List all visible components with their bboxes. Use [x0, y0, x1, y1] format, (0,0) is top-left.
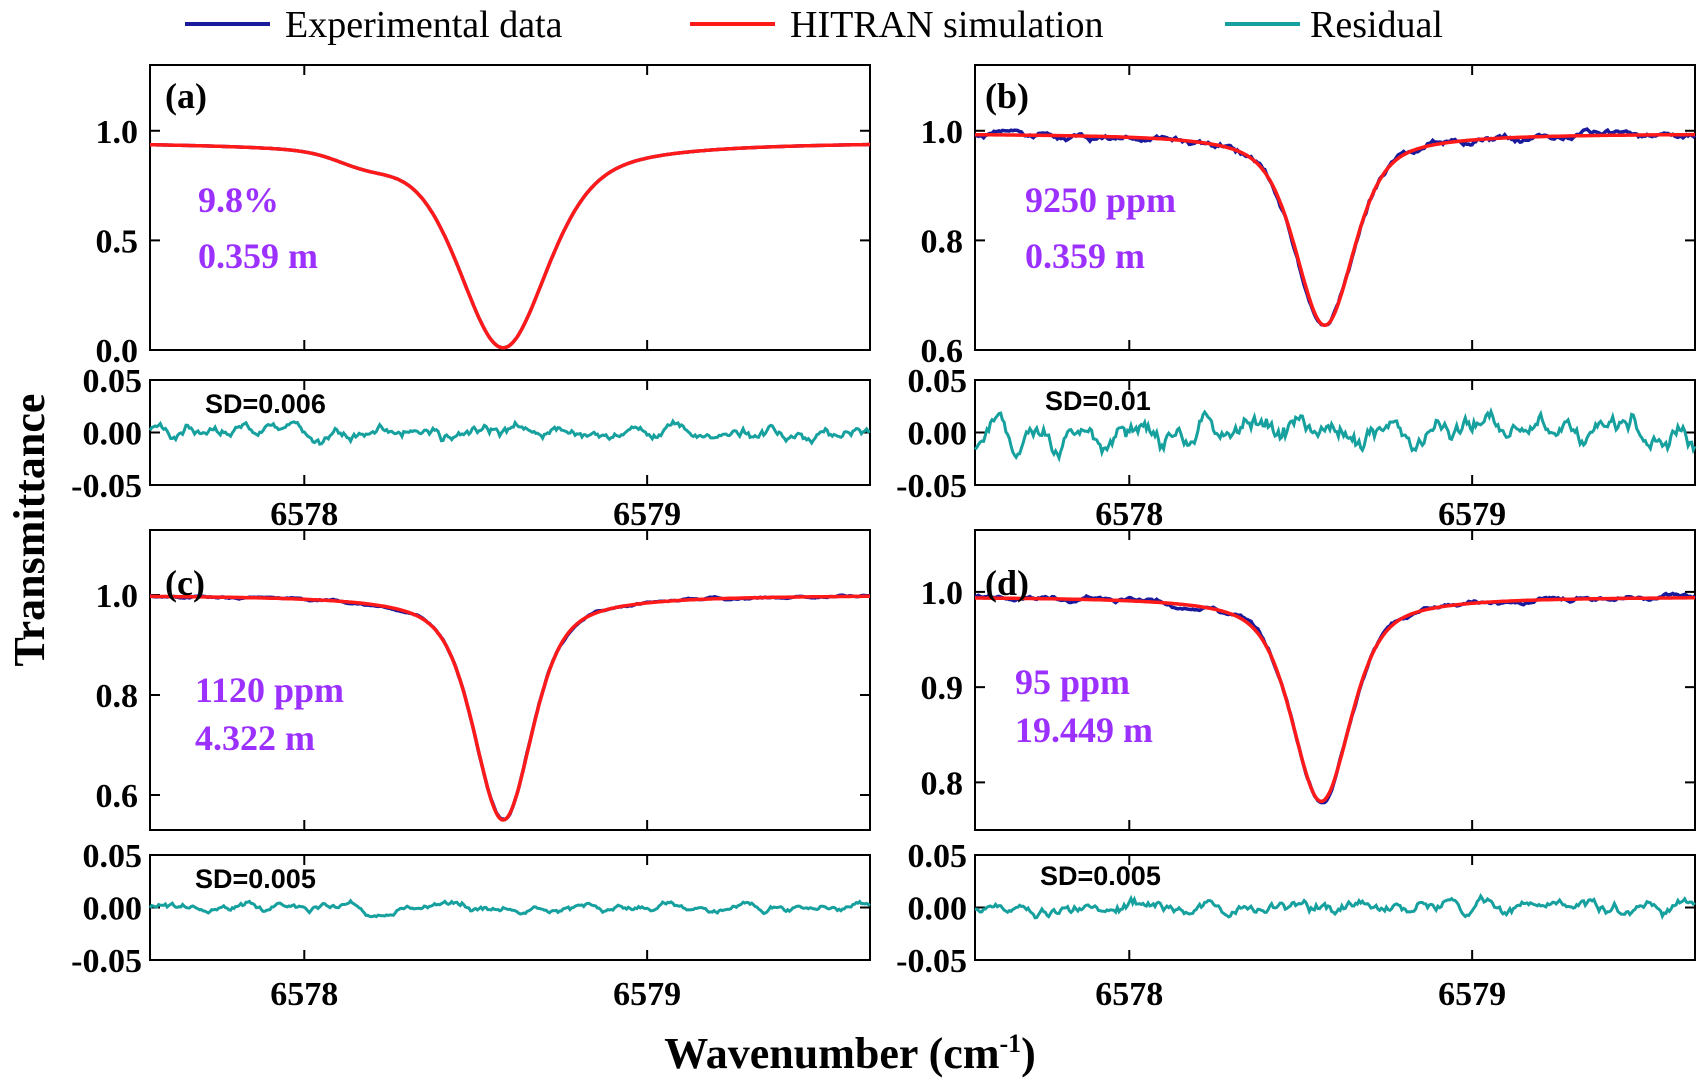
panel-label: (b)	[985, 76, 1029, 116]
residual-y-tick-label: 0.05	[908, 363, 968, 400]
residual-line	[973, 406, 1697, 463]
legend-label-experimental: Experimental data	[285, 4, 563, 46]
y-tick-label: 0.6	[921, 333, 964, 370]
x-axis-title: Wavenumber (cm-1)	[664, 1029, 1036, 1078]
main-plot-frame	[974, 529, 1696, 831]
concentration-annotation: 9.8%	[198, 180, 279, 220]
legend: Experimental data HITRAN simulation Resi…	[185, 4, 1443, 46]
x-tick-label: 6579	[1438, 976, 1506, 1013]
x-tick-label: 6578	[1095, 976, 1163, 1013]
y-tick-label: 0.0	[96, 333, 139, 370]
concentration-annotation: 9250 ppm	[1025, 180, 1176, 220]
x-tick-label: 6579	[1438, 496, 1506, 533]
residual-y-tick-label: 0.00	[83, 416, 143, 453]
legend-label-residual: Residual	[1310, 4, 1443, 46]
y-tick-label: 0.8	[96, 678, 139, 715]
residual-y-tick-label: 0.00	[83, 891, 143, 928]
y-tick-label: 0.6	[96, 778, 139, 815]
residual-line	[148, 418, 871, 446]
y-tick-label: 1.0	[921, 575, 964, 612]
path-length-annotation: 0.359 m	[1025, 236, 1145, 276]
panel-label: (c)	[165, 563, 205, 603]
experimental-data-line	[973, 127, 1697, 327]
hitran-simulation-line	[150, 594, 870, 822]
panel-a: 1.0 0.5 0.00.05 0.00 -0.05 6578 6579 (a) 9.8% 0.3…	[71, 64, 871, 533]
sd-annotation: SD=0.005	[195, 864, 316, 894]
x-tick-label: 6579	[613, 496, 681, 533]
residual-y-tick-label: 0.05	[83, 363, 143, 400]
x-axis-title-close: )	[1021, 1029, 1036, 1078]
path-length-annotation: 4.322 m	[195, 718, 315, 758]
y-tick-label: 1.0	[96, 114, 139, 151]
panel-c: 1.0 0.8 0.6 0.05 0.00 -0.05 6578 6579 (c) 1120 pp…	[71, 529, 871, 1013]
x-axis-title-sup: -1	[999, 1029, 1021, 1058]
x-tick-label: 6578	[270, 496, 338, 533]
residual-y-tick-label: -0.05	[71, 468, 142, 505]
sd-annotation: SD=0.01	[1045, 386, 1151, 416]
path-length-annotation: 0.359 m	[198, 236, 318, 276]
y-axis-title: Transmittance	[5, 394, 54, 667]
residual-y-tick-label: -0.05	[896, 468, 967, 505]
hitran-simulation-line	[975, 132, 1695, 328]
residual-y-tick-label: 0.00	[908, 416, 968, 453]
residual-y-tick-label: 0.00	[908, 891, 968, 928]
concentration-annotation: 1120 ppm	[195, 670, 344, 710]
concentration-annotation: 95 ppm	[1015, 662, 1130, 702]
residual-y-tick-label: 0.05	[908, 838, 968, 875]
residual-y-tick-label: -0.05	[71, 943, 142, 980]
residual-line	[974, 892, 1696, 920]
panel-label: (d)	[985, 563, 1029, 603]
x-tick-label: 6578	[1095, 496, 1163, 533]
panel-d: 1.0 0.9 0.8 0.05 0.00 -0.05 6578 6579 (d) 95 ppm 1…	[896, 529, 1697, 1013]
main-plot-frame	[149, 64, 871, 351]
y-tick-label: 0.5	[96, 223, 139, 260]
y-tick-label: 0.8	[921, 223, 964, 260]
x-axis-title-main: Wavenumber (cm	[664, 1029, 999, 1078]
y-tick-label: 1.0	[96, 578, 139, 615]
sd-annotation: SD=0.005	[1040, 861, 1161, 891]
panel-b: 1.0 0.8 0.60.05 0.00 -0.05 6578 6579 (b) 9250 pp…	[896, 64, 1697, 533]
main-plot-frame	[974, 64, 1696, 351]
legend-label-hitran: HITRAN simulation	[790, 4, 1103, 46]
main-plot-frame	[149, 529, 871, 831]
y-tick-label: 1.0	[921, 114, 964, 151]
x-tick-label: 6578	[270, 976, 338, 1013]
hitran-simulation-line	[975, 596, 1695, 804]
residual-y-tick-label: -0.05	[896, 943, 967, 980]
residual-y-tick-label: 0.05	[83, 838, 143, 875]
panel-label: (a)	[165, 76, 207, 116]
residual-line	[148, 898, 871, 919]
sd-annotation: SD=0.006	[205, 389, 326, 419]
hitran-simulation-line	[149, 142, 870, 350]
y-tick-label: 0.8	[921, 765, 964, 802]
y-tick-label: 0.9	[921, 670, 964, 707]
x-tick-label: 6579	[613, 976, 681, 1013]
path-length-annotation: 19.449 m	[1015, 710, 1153, 750]
